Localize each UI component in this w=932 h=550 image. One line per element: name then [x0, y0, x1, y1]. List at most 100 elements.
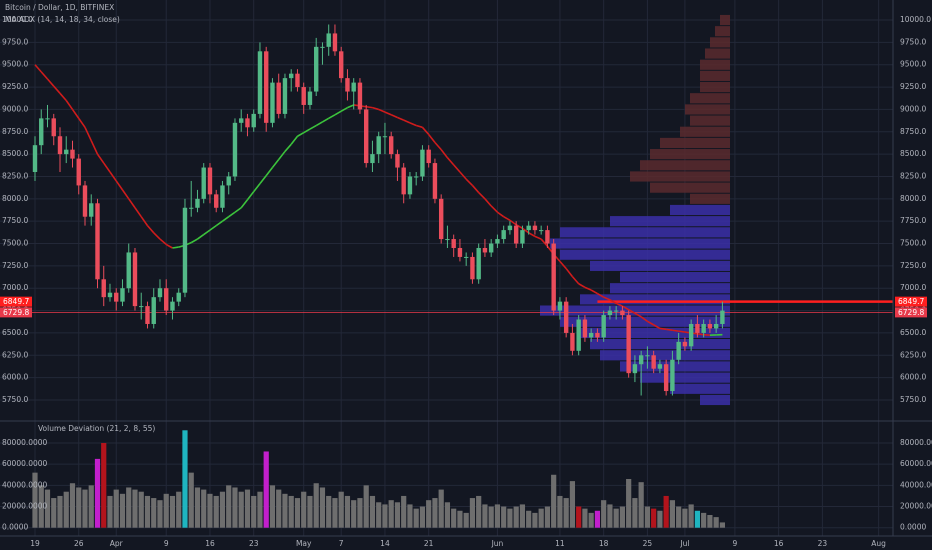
candle-body: [32, 145, 38, 173]
candle-body: [332, 33, 338, 52]
volume-profile-bar: [550, 238, 730, 249]
candle-body: [151, 297, 156, 324]
x-tick-label: 16: [205, 539, 215, 548]
ma-segment: [540, 238, 549, 247]
y-tick-label-left: 8750.0: [2, 127, 28, 136]
candle-body: [214, 194, 219, 208]
volume-bar: [101, 443, 107, 528]
ma-segment: [65, 100, 74, 110]
ma-segment: [390, 114, 398, 119]
ma-segment: [134, 207, 142, 218]
volume-profile-bar: [650, 182, 730, 193]
ma-segment: [428, 133, 436, 143]
volume-profile-bar: [610, 283, 730, 294]
x-tick-label: May: [296, 539, 312, 548]
candle-body: [370, 154, 375, 164]
y-tick-label-left: 7750.0: [2, 216, 28, 225]
volume-bar: [469, 498, 476, 528]
x-tick-label: 14: [380, 539, 390, 548]
volume-bar: [444, 502, 451, 528]
volume-bar: [582, 508, 588, 528]
candle-body: [314, 46, 319, 92]
volume-bar: [276, 489, 282, 528]
ma-segment: [459, 171, 467, 180]
y-tick-label-left: 8250.0: [2, 171, 28, 180]
ma-segment: [340, 106, 348, 112]
volume-bar: [657, 510, 663, 528]
ma-segment: [659, 327, 667, 331]
volume-bar: [651, 508, 657, 528]
ma-segment: [666, 328, 673, 332]
candle-body: [551, 243, 556, 311]
candle-body: [613, 310, 619, 312]
volume-profile-bar: [690, 93, 730, 104]
volume-bar: [294, 498, 301, 528]
x-tick-label: 26: [74, 539, 84, 548]
ma-segment: [622, 305, 630, 311]
ma-segment: [584, 286, 592, 291]
volume-bar: [282, 493, 288, 528]
ma-segment: [328, 114, 336, 120]
candle-body: [713, 323, 719, 329]
volume-bar: [432, 498, 438, 528]
price-label-left-box: [0, 296, 32, 307]
ma-segment: [222, 216, 230, 222]
price-label-box: [895, 307, 927, 318]
ma-segment: [309, 124, 317, 130]
volume-profile-bar: [690, 193, 730, 204]
y-tick-label-left: 9000.0: [2, 104, 28, 113]
volume-bar: [51, 498, 57, 528]
volume-bar: [244, 489, 251, 528]
candle-body: [582, 319, 588, 338]
volume-profile-bar: [685, 104, 730, 115]
candle-body: [320, 46, 325, 48]
x-tick-label: 16: [774, 539, 784, 548]
candle-body: [276, 82, 281, 114]
ma-segment: [521, 227, 530, 234]
candle-body: [307, 91, 313, 105]
price-label-left: 6849.7: [3, 297, 29, 306]
volume-profile-bar: [720, 14, 730, 26]
candle-body: [632, 364, 638, 374]
x-tick-label: 9: [164, 539, 169, 548]
candle-body: [339, 51, 344, 79]
volume-tick-label: 20000.0000: [900, 502, 932, 511]
ma-segment: [384, 111, 392, 116]
candle-body: [688, 323, 694, 347]
volume-bar: [682, 508, 688, 528]
candle-body: [120, 288, 125, 302]
volume-bar: [719, 522, 725, 528]
volume-bar: [638, 482, 644, 528]
candle-body: [620, 310, 625, 316]
volume-bar: [532, 512, 538, 528]
volume-profile-bar: [690, 115, 730, 126]
ma-segment: [159, 238, 167, 246]
candle-body: [351, 82, 356, 92]
ma-segment: [615, 302, 623, 307]
candle-body: [401, 167, 406, 195]
volume-bar: [94, 458, 101, 528]
volume-tick-label: 0.0000: [900, 523, 926, 532]
y-tick-label-left: 5750.0: [2, 395, 28, 404]
y-tick-label-left: 6250.0: [2, 350, 28, 359]
volume-bar: [694, 510, 701, 528]
candle-body: [413, 176, 419, 178]
candle-body: [282, 78, 288, 114]
volume-bar: [513, 506, 519, 528]
ma-segment: [315, 121, 323, 127]
ma-segment: [434, 141, 442, 151]
ma-segment: [515, 224, 523, 230]
ma-segment: [446, 157, 455, 166]
volume-bar: [232, 487, 238, 528]
axes: 19 26 Apr 9 16 23 May 7 14 21 Jun 11 18 25 Jul 9 16 23 Aug…: [0, 15, 932, 548]
volume-bar: [551, 474, 557, 528]
volume-bar: [194, 487, 201, 528]
ma-segment: [265, 167, 274, 177]
candle-body: [451, 239, 456, 248]
candle-body: [157, 288, 163, 298]
ma-segment: [146, 225, 155, 234]
x-tick-label: Jul: [679, 539, 689, 548]
candle-body: [376, 136, 381, 155]
volume-bar: [426, 500, 432, 528]
candle-body: [45, 118, 50, 120]
